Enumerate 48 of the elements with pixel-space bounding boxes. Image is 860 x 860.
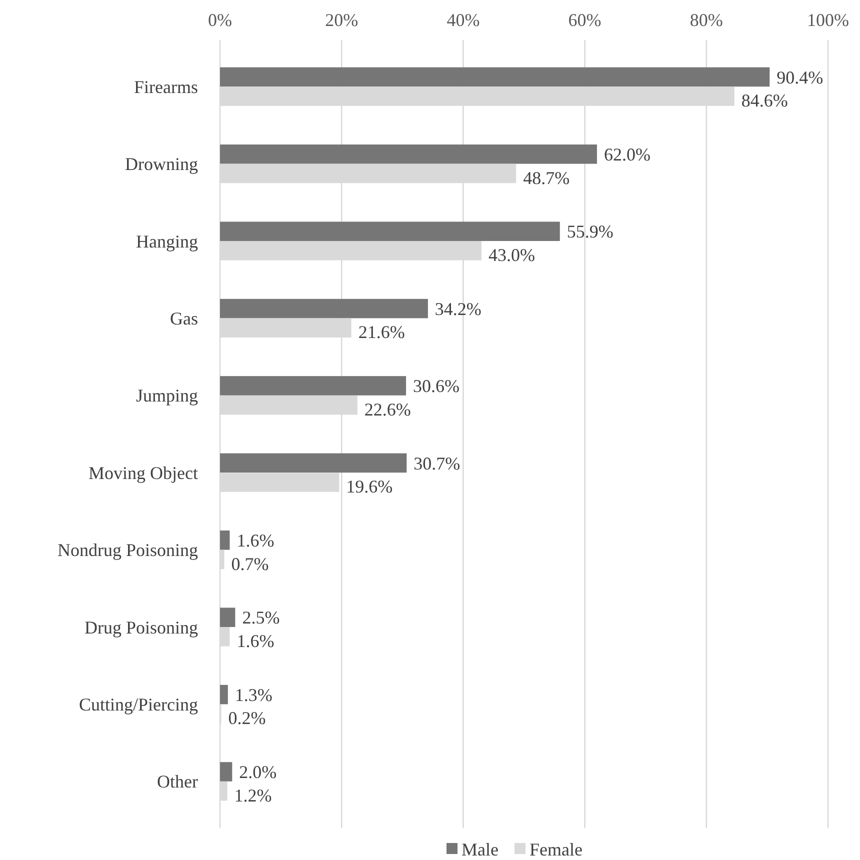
- bar: [220, 762, 232, 782]
- bar: [220, 608, 236, 627]
- data-label: 22.6%: [364, 399, 411, 420]
- bar: [220, 144, 597, 164]
- data-label: 90.4%: [776, 67, 824, 88]
- data-label: 30.7%: [414, 453, 460, 474]
- bar: [220, 222, 560, 241]
- y-tick-label: Firearms: [134, 76, 198, 97]
- y-tick-label: Nondrug Poisoning: [57, 540, 198, 560]
- x-tick-label: 20%: [325, 10, 358, 30]
- data-label: 1.6%: [236, 630, 274, 651]
- data-label: 1.6%: [236, 530, 274, 550]
- y-tick-label: Gas: [170, 308, 198, 328]
- data-label: 1.2%: [234, 785, 272, 806]
- data-label: 48.7%: [523, 168, 570, 188]
- bar: [220, 530, 230, 550]
- bar: [220, 684, 228, 704]
- data-label: 2.0%: [239, 762, 277, 782]
- data-label: 1.3%: [234, 684, 272, 705]
- x-tick-label: 60%: [568, 10, 602, 30]
- data-label: 21.6%: [358, 322, 405, 342]
- y-tick-label: Cutting/Piercing: [79, 694, 198, 714]
- data-label: 2.5%: [242, 608, 280, 628]
- bar: [220, 67, 770, 87]
- data-label: 84.6%: [741, 90, 788, 111]
- data-label: 0.2%: [228, 708, 266, 728]
- data-label: 0.7%: [231, 554, 269, 574]
- data-label: 62.0%: [604, 144, 650, 164]
- x-tick-label: 40%: [446, 10, 480, 30]
- data-label: 34.2%: [434, 298, 482, 319]
- data-label: 30.6%: [413, 376, 460, 396]
- legend-label: Female: [530, 839, 582, 860]
- x-tick-label: 100%: [807, 10, 849, 30]
- y-tick-label: Other: [157, 772, 198, 792]
- data-label: 43.0%: [488, 244, 535, 265]
- y-tick-label: Drug Poisoning: [84, 617, 198, 638]
- x-tick-label: 80%: [690, 10, 723, 30]
- y-tick-label: Drowning: [125, 154, 198, 174]
- bar: [220, 453, 407, 473]
- bar: [220, 376, 406, 396]
- data-label: 55.9%: [566, 222, 614, 242]
- legend-label: Male: [462, 839, 498, 860]
- x-tick-label: 0%: [208, 10, 232, 30]
- bar: [220, 298, 428, 318]
- data-label: 19.6%: [346, 476, 393, 497]
- y-tick-label: Jumping: [136, 386, 198, 406]
- y-tick-label: Hanging: [136, 231, 198, 252]
- y-tick-label: Moving Object: [88, 462, 198, 483]
